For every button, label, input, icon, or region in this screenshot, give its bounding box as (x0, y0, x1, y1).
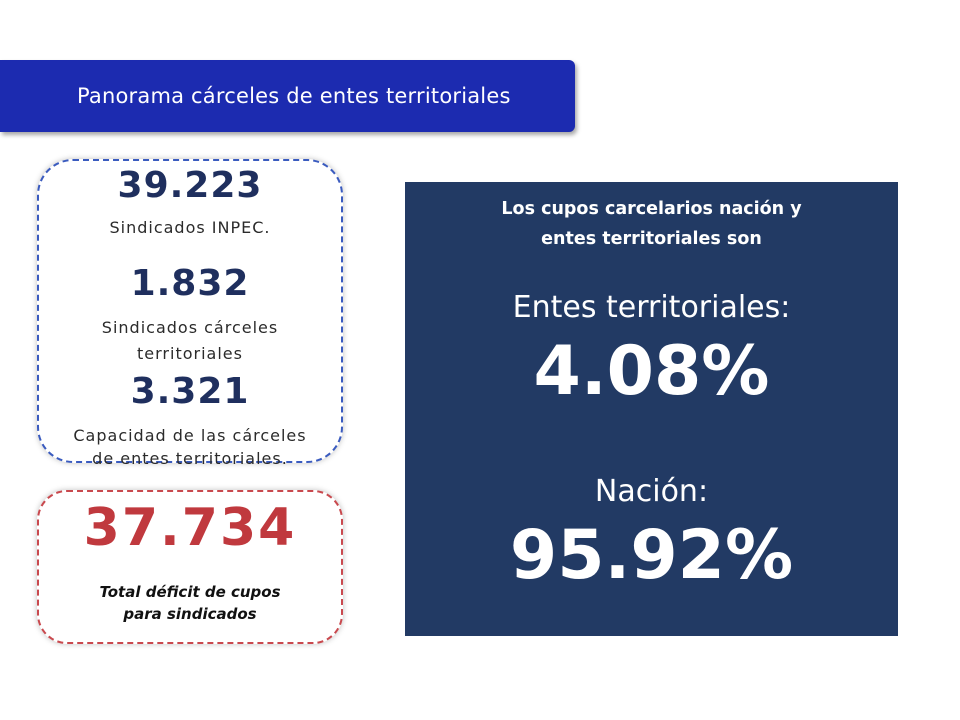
deficit-value: 37.734 (83, 498, 297, 558)
nacion-value: 95.92% (509, 516, 794, 595)
stat-territorial-value: 1.832 (130, 263, 250, 304)
stat-territorial-label-line1: Sindicados cárceles (101, 318, 279, 337)
banner-title: Panorama cárceles de entes territoriales (77, 84, 511, 108)
stat-territorial-label-line2: territoriales (137, 344, 243, 363)
stats-card: 39.223 Sindicados INPEC. 1.832 Sindicado… (37, 159, 343, 468)
stat-inpec-label: Sindicados INPEC. (109, 218, 271, 237)
stat-capacity-value: 3.321 (130, 371, 250, 412)
stat-capacity-label-line2: de entes territoriales. (92, 449, 288, 468)
panel-heading-line1: Los cupos carcelarios nación y (501, 199, 802, 219)
share-panel: Los cupos carcelarios nación y entes ter… (405, 182, 898, 636)
stat-capacity-label-line1: Capacidad de las cárceles (73, 426, 307, 445)
stat-inpec-value: 39.223 (117, 165, 263, 206)
deficit-label-line2: para sindicados (123, 605, 257, 623)
territorial-value: 4.08% (533, 332, 770, 411)
panel-heading: Los cupos carcelarios nación y entes ter… (425, 194, 878, 254)
panel-heading-line2: entes territoriales son (541, 229, 762, 249)
territorial-label: Entes territoriales: (512, 290, 791, 325)
deficit-label-line1: Total déficit de cupos (99, 583, 281, 601)
title-banner: Panorama cárceles de entes territoriales (0, 60, 575, 132)
nacion-label: Nación: (594, 474, 709, 509)
deficit-card: 37.734 Total déficit de cupos para sindi… (37, 490, 343, 644)
